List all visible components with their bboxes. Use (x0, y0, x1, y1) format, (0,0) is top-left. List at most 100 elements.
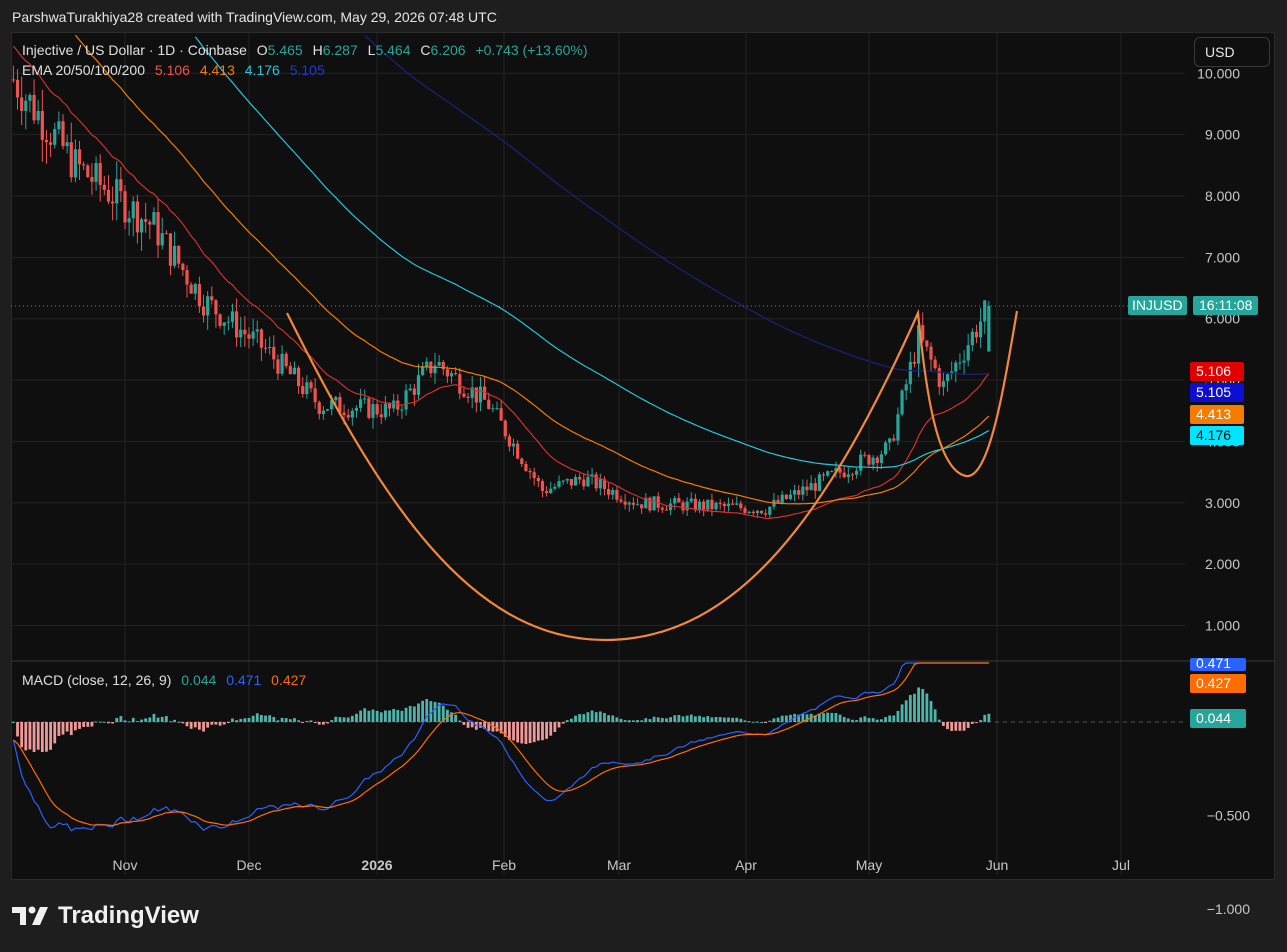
candle-body (607, 489, 611, 495)
candle-body (458, 374, 462, 394)
macd-hist-bar (970, 722, 974, 724)
countdown-tag: 16:11:08 (1193, 296, 1259, 315)
chart-frame[interactable] (11, 32, 1275, 880)
candle-body (375, 404, 379, 415)
candle-body (57, 121, 61, 130)
candle-body (292, 367, 297, 375)
macd-hist-bar (446, 709, 449, 722)
price-axis-tick: 7.000 (1205, 249, 1240, 265)
macd-hist-bar (177, 721, 181, 723)
price-axis-tick: 3.000 (1205, 495, 1240, 511)
candle-body (11, 79, 15, 81)
macd-hist-bar (45, 722, 48, 752)
ema50-line (74, 34, 990, 505)
macd-hist-bar (421, 700, 424, 722)
macd-hist-bar (950, 722, 954, 731)
macd-hist-bar (917, 687, 920, 722)
macd-hist-bar (570, 718, 573, 722)
macd-histogram-group (12, 687, 991, 752)
price-axis-tick: 2.000 (1205, 556, 1240, 572)
candle-body (664, 509, 669, 511)
open-label: O (256, 42, 268, 58)
macd-hist-bar (669, 717, 672, 722)
macd-hist-bar (107, 722, 110, 724)
candle-body (280, 353, 284, 374)
candle-body (933, 359, 937, 369)
candle-body (123, 191, 127, 223)
candle-body (305, 382, 309, 395)
macd-label: MACD (close, 12, 26, 9) (22, 672, 172, 688)
candle-body (313, 388, 317, 403)
candle-body (722, 503, 726, 507)
macd-hist-bar (987, 713, 991, 722)
macd-line-tag: 0.471 (1190, 658, 1246, 671)
candle-body (586, 476, 590, 487)
macd-hist-bar (417, 703, 420, 722)
macd-hist-bar (586, 712, 590, 722)
macd-hist-bar (975, 722, 978, 724)
tradingview-branding[interactable]: TradingView (12, 902, 199, 930)
candle-body (421, 367, 425, 376)
ema-legend: EMA 20/50/100/200 5.106 4.413 4.176 5.10… (22, 62, 325, 78)
candle-body (499, 408, 503, 421)
macd-hist-bar (677, 714, 681, 722)
candle-body (784, 494, 788, 499)
macd-hist-bar (458, 720, 462, 722)
candle-body (24, 100, 28, 111)
macd-hist-bar (276, 720, 280, 722)
macd-hist-bar (818, 713, 821, 722)
candle-body (379, 414, 383, 418)
candle-body (883, 442, 888, 455)
candle-body (350, 410, 354, 418)
macd-hist-bar (206, 722, 210, 728)
macd-hist-bar (115, 717, 119, 722)
macd-hist-bar (342, 717, 346, 722)
macd-hist-bar (929, 701, 933, 722)
candle-body (483, 386, 487, 400)
candle-body (788, 494, 793, 499)
close-value: 6.206 (430, 42, 466, 58)
candle-body (801, 486, 805, 495)
macd-hist-bar (313, 722, 317, 723)
macd-hist-bar (268, 715, 272, 722)
macd-hist-bar (739, 718, 743, 722)
candle-body (511, 443, 516, 447)
macd-hist-bar (297, 720, 300, 722)
candle-body (181, 263, 185, 271)
price-axis-tick: 10.000 (1197, 65, 1240, 81)
macd-hist-bar (553, 722, 557, 733)
macd-hist-bar (49, 722, 52, 750)
candle-body (412, 388, 416, 395)
candle-body (569, 478, 573, 486)
candle-body (102, 184, 106, 190)
candle-body (470, 387, 474, 398)
ema100-price-tag: 4.176 (1190, 426, 1244, 445)
candle-body (875, 457, 879, 463)
macd-hist-bar (491, 722, 495, 732)
macd-hist-bar (574, 715, 577, 722)
candle-body (780, 494, 784, 503)
candle-body (900, 390, 904, 415)
candle-body (826, 471, 830, 476)
currency-button[interactable]: USD (1194, 37, 1270, 67)
candle-body (276, 359, 280, 374)
candle-body (367, 398, 371, 418)
macd-hist-bar (966, 722, 970, 728)
candle-body (383, 403, 387, 418)
candle-body (970, 331, 974, 346)
ema50-value: 4.413 (199, 62, 235, 78)
macd-hist-bar (859, 717, 863, 722)
candle-body (164, 233, 168, 235)
macd-hist-bar (144, 718, 148, 722)
candle-body (859, 454, 863, 471)
candle-body (28, 94, 32, 101)
macd-hist-bar (28, 722, 32, 750)
candle-body (82, 164, 86, 166)
candle-body (193, 284, 197, 294)
macd-hist-bar (152, 713, 156, 722)
candle-body (425, 361, 429, 368)
macd-hist-bar (293, 718, 296, 722)
macd-hist-bar (611, 715, 615, 722)
macd-hist-bar (148, 717, 152, 722)
